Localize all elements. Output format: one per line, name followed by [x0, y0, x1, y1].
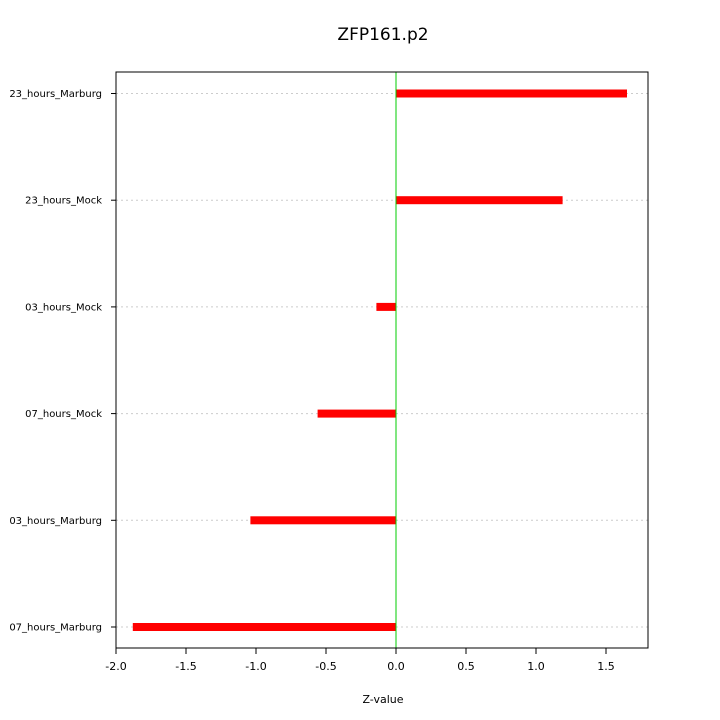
y-tick-label: 23_hours_Mock [25, 196, 102, 207]
y-tick-label: 03_hours_Marburg [9, 516, 102, 527]
y-tick-label: 07_hours_Mock [25, 409, 102, 420]
bar-07_hours_Mock [317, 409, 396, 418]
x-tick-label: -1.0 [245, 660, 266, 673]
x-tick-label: 0.5 [457, 660, 475, 673]
x-axis: -2.0 -1.5 -1.0 -0.5 0.0 0.5 1.0 1.5 [105, 647, 615, 673]
x-axis-title: Z-value [362, 693, 403, 706]
x-tick-label: 0.0 [387, 660, 405, 673]
plot-frame [115, 71, 649, 649]
x-tick-label: -1.5 [175, 660, 196, 673]
bar-03_hours_Marburg [250, 516, 396, 525]
x-tick-label: -0.5 [315, 660, 336, 673]
chart-title: ZFP161.p2 [337, 25, 428, 45]
y-tick-label: 07_hours_Marburg [9, 623, 102, 634]
grid-lines [116, 93, 648, 628]
bar-23_hours_Mock [396, 196, 563, 205]
y-axis: 23_hours_Marburg 23_hours_Mock 03_hours_Mo… [9, 89, 116, 634]
x-tick-label: 1.0 [527, 660, 545, 673]
x-tick-label: 1.5 [597, 660, 615, 673]
bars [132, 89, 627, 631]
bar-23_hours_Marburg [396, 89, 627, 98]
y-tick-label: 23_hours_Marburg [9, 89, 102, 100]
bar-03_hours_Mock [376, 302, 396, 311]
y-tick-label: 03_hours_Mock [25, 302, 102, 313]
x-tick-label: -2.0 [105, 660, 126, 673]
bar-07_hours_Marburg [132, 623, 397, 631]
